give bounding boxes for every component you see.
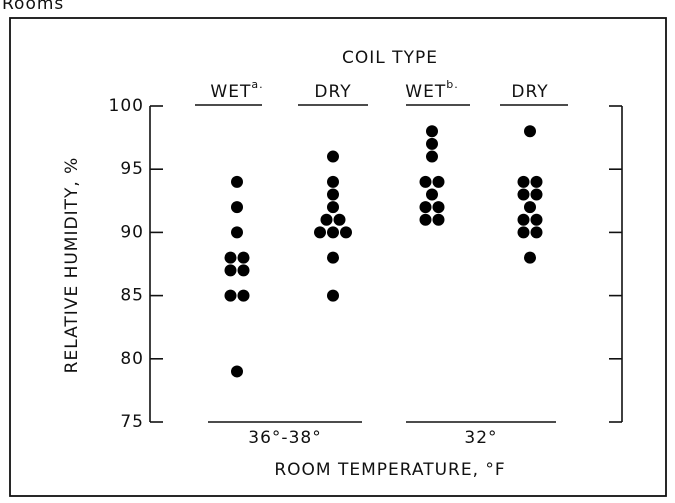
y-tick-label: 100 xyxy=(109,96,144,116)
group-label: WETb. xyxy=(405,78,458,102)
group-name: WET xyxy=(210,82,251,102)
data-point xyxy=(327,150,339,163)
data-point xyxy=(320,213,333,226)
data-point xyxy=(327,188,339,201)
data-point xyxy=(426,188,438,201)
data-point xyxy=(314,226,326,239)
data-point xyxy=(524,251,536,264)
data-point xyxy=(327,289,339,302)
data-point xyxy=(237,289,250,302)
data-point xyxy=(340,226,352,239)
data-point xyxy=(517,213,530,226)
data-point xyxy=(224,289,237,302)
temperature-label: 36°-38° xyxy=(248,428,321,448)
data-point xyxy=(530,226,543,239)
data-point xyxy=(524,125,536,138)
data-point xyxy=(432,213,445,226)
data-point xyxy=(426,125,438,138)
group-note: a. xyxy=(251,78,263,91)
data-point xyxy=(426,150,438,163)
group-name: WET xyxy=(405,82,446,102)
group-label: DRY xyxy=(314,82,351,102)
data-point xyxy=(517,175,530,188)
data-point xyxy=(524,201,536,214)
data-point xyxy=(530,213,543,226)
data-point xyxy=(237,264,250,277)
data-point xyxy=(517,226,530,239)
header: Rooms xyxy=(2,0,64,14)
data-point xyxy=(419,213,432,226)
data-point xyxy=(432,201,445,214)
data-point xyxy=(419,201,432,214)
group-label: DRY xyxy=(511,82,548,102)
group-note: b. xyxy=(446,78,458,91)
data-point xyxy=(231,226,243,239)
group-name: DRY xyxy=(511,82,548,102)
data-point xyxy=(224,251,237,264)
frame xyxy=(9,17,667,497)
y-tick-label: 75 xyxy=(120,412,144,432)
x-axis-label: ROOM TEMPERATURE, °F xyxy=(274,460,505,480)
data-point xyxy=(237,251,250,264)
y-axis-label: RELATIVE HUMIDITY, % xyxy=(62,157,82,374)
y-tick-label: 80 xyxy=(120,349,144,369)
group-name: DRY xyxy=(314,82,351,102)
data-point xyxy=(530,188,543,201)
data-point xyxy=(224,264,237,277)
y-tick-label: 95 xyxy=(120,159,144,179)
data-point xyxy=(327,251,339,264)
group-label: WETa. xyxy=(210,78,263,102)
data-point xyxy=(419,175,432,188)
temperature-label: 32° xyxy=(464,428,497,448)
data-point xyxy=(327,201,339,214)
chart-title: COIL TYPE xyxy=(342,48,438,68)
data-point xyxy=(517,188,530,201)
y-tick-label: 90 xyxy=(120,222,144,242)
data-point xyxy=(333,213,346,226)
data-point xyxy=(327,175,339,188)
data-point xyxy=(327,226,339,239)
data-point xyxy=(231,365,243,378)
y-tick-label: 85 xyxy=(120,286,144,306)
data-point xyxy=(530,175,543,188)
data-point xyxy=(432,175,445,188)
data-point xyxy=(231,175,243,188)
data-point xyxy=(231,201,243,214)
data-point xyxy=(426,137,438,150)
